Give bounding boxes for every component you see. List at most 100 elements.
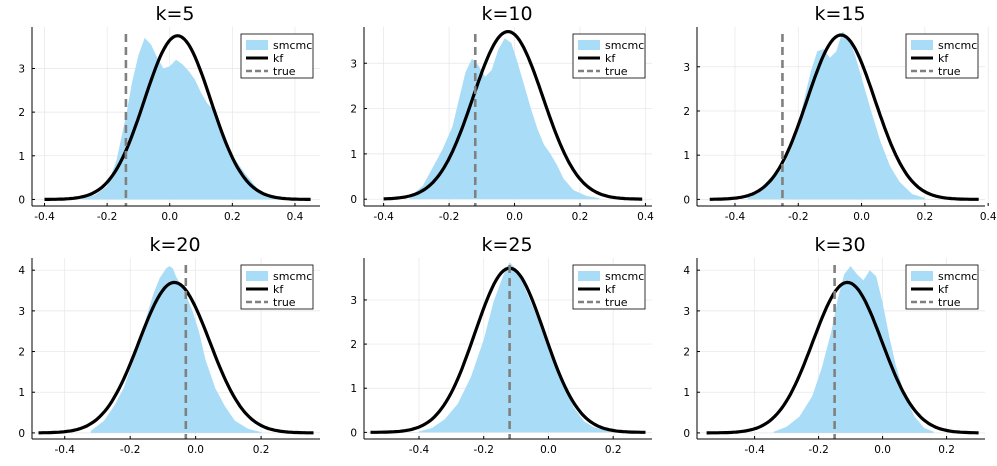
x-tick-label: 0.0	[874, 444, 891, 456]
legend-swatch-smcmc	[911, 271, 933, 281]
y-tick-label: 3	[683, 62, 690, 74]
panel-title: k=5	[155, 3, 194, 25]
smcmc-density-area	[773, 266, 934, 433]
x-tick-label: 0.0	[506, 211, 523, 223]
legend-label-kf: kf	[273, 52, 284, 65]
smcmc-density-area	[419, 262, 614, 433]
y-tick-label: 3	[350, 58, 357, 70]
y-tick-label: 1	[350, 383, 357, 395]
y-tick-label: 1	[18, 387, 25, 399]
x-tick-label: 0.2	[917, 211, 934, 223]
x-tick-label: -0.4	[54, 444, 75, 456]
kf-density-line	[44, 34, 311, 201]
x-tick-label: 0.0	[161, 211, 178, 223]
x-tick-label: 0.2	[938, 444, 955, 456]
x-tick-label: 0.2	[253, 444, 270, 456]
legend-label-true: true	[605, 65, 628, 78]
legend-label-kf: kf	[938, 52, 949, 65]
x-tick-label: 0.2	[224, 211, 241, 223]
y-tick-label: 0	[683, 194, 690, 206]
panel-title: k=10	[481, 3, 532, 25]
y-tick-label: 1	[18, 151, 25, 163]
x-tick-label: 0.2	[572, 211, 589, 223]
y-tick-label: 2	[18, 347, 25, 359]
panel-title: k=25	[481, 234, 532, 256]
x-tick-label: -0.2	[788, 211, 809, 223]
y-tick-label: 3	[18, 63, 25, 75]
x-tick-label: -0.2	[97, 211, 118, 223]
legend-label-smcmc: smcmc	[273, 39, 312, 52]
legend-label-kf: kf	[605, 52, 616, 65]
x-tick-label: 0.0	[853, 211, 870, 223]
y-tick-label: 3	[18, 306, 25, 318]
legend-label-kf: kf	[273, 283, 284, 296]
legend-label-kf: kf	[605, 283, 616, 296]
x-tick-label: -0.2	[120, 444, 141, 456]
kf-density-line	[370, 266, 646, 434]
legend-swatch-smcmc	[911, 40, 933, 50]
x-tick-label: -0.4	[409, 444, 430, 456]
y-tick-label: 4	[683, 265, 690, 277]
x-tick-label: -0.4	[373, 211, 394, 223]
legend-label-smcmc: smcmc	[605, 39, 644, 52]
legend-swatch-smcmc	[246, 271, 268, 281]
smcmc-density-area	[90, 266, 262, 433]
legend-label-smcmc: smcmc	[938, 270, 977, 283]
legend-label-true: true	[938, 296, 961, 309]
x-tick-label: 0.0	[540, 444, 557, 456]
legend-label-true: true	[605, 296, 628, 309]
x-tick-label: -0.2	[808, 444, 829, 456]
y-tick-label: 1	[350, 149, 357, 161]
x-tick-label: 0.4	[637, 211, 654, 223]
x-tick-label: -0.4	[34, 211, 55, 223]
kf-density-line	[709, 33, 979, 201]
legend-label-kf: kf	[938, 283, 949, 296]
smcmc-density-area	[747, 31, 925, 200]
panel-title: k=30	[814, 234, 865, 256]
kf-density-line	[38, 280, 314, 435]
y-tick-label: 0	[350, 427, 357, 439]
legend-label-true: true	[273, 65, 296, 78]
legend-label-true: true	[938, 65, 961, 78]
x-tick-label: 0.2	[605, 444, 622, 456]
y-tick-label: 1	[683, 150, 690, 162]
x-tick-label: 0.4	[980, 211, 997, 223]
kf-density-line	[706, 280, 979, 435]
kf-density-line	[383, 29, 643, 201]
panel-title: k=20	[149, 234, 200, 256]
x-tick-label: -0.4	[725, 211, 746, 223]
y-tick-label: 2	[683, 347, 690, 359]
y-tick-label: 2	[350, 104, 357, 116]
legend-label-true: true	[273, 296, 296, 309]
y-tick-label: 2	[18, 107, 25, 119]
legend-label-smcmc: smcmc	[605, 270, 644, 283]
legend-label-smcmc: smcmc	[938, 39, 977, 52]
y-tick-label: 3	[350, 295, 357, 307]
y-tick-label: 0	[350, 194, 357, 206]
x-tick-label: 0.0	[187, 444, 204, 456]
x-tick-label: 0.4	[287, 211, 304, 223]
legend-swatch-smcmc	[578, 40, 600, 50]
y-tick-label: 2	[683, 106, 690, 118]
y-tick-label: 2	[350, 339, 357, 351]
panel-title: k=15	[814, 3, 865, 25]
x-tick-label: -0.4	[744, 444, 765, 456]
legend-swatch-smcmc	[578, 271, 600, 281]
y-tick-label: 3	[683, 306, 690, 318]
y-tick-label: 1	[683, 387, 690, 399]
y-tick-label: 0	[18, 428, 25, 440]
y-tick-label: 4	[18, 265, 25, 277]
x-tick-label: -0.2	[439, 211, 460, 223]
